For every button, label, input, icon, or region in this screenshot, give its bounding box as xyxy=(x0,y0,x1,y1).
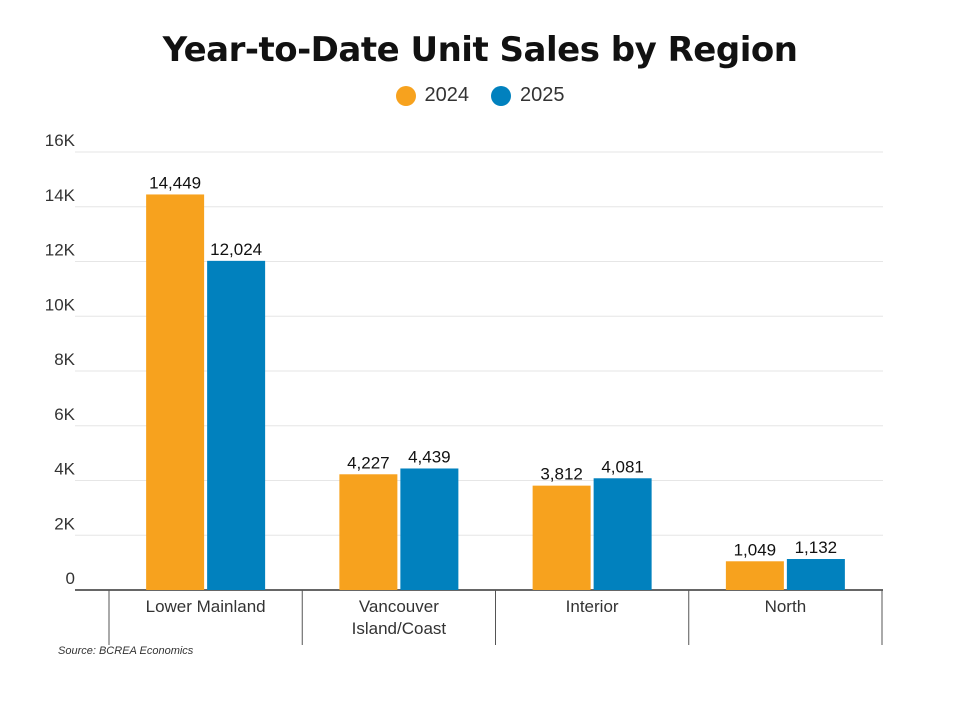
data-label: 4,081 xyxy=(601,457,644,476)
data-label: 1,132 xyxy=(795,538,838,557)
data-label: 1,049 xyxy=(734,540,777,559)
y-tick-label: 12K xyxy=(45,241,76,260)
y-tick-label: 4K xyxy=(54,460,75,479)
data-label: 3,812 xyxy=(540,465,583,484)
bar-2025 xyxy=(207,260,266,590)
x-tick-label: Island/Coast xyxy=(352,619,447,638)
legend: 2024 2025 xyxy=(0,84,960,107)
y-tick-label: 10K xyxy=(45,295,76,314)
data-label: 4,227 xyxy=(347,453,390,472)
legend-label-2025: 2025 xyxy=(520,84,565,106)
bar-2025 xyxy=(786,559,845,590)
legend-item-2024[interactable]: 2024 xyxy=(395,84,470,107)
legend-label-2024: 2024 xyxy=(424,84,470,106)
x-tick-label: Interior xyxy=(566,597,619,616)
source-note: Source: BCREA Economics xyxy=(58,645,194,657)
data-label: 4,439 xyxy=(408,447,451,466)
legend-item-2025[interactable]: 2025 xyxy=(491,84,565,107)
chart-title: Year-to-Date Unit Sales by Region xyxy=(162,30,798,70)
bar-2024 xyxy=(725,561,784,590)
bar-2024 xyxy=(146,194,205,590)
x-tick-label: Lower Mainland xyxy=(146,597,266,616)
legend-swatch-2025 xyxy=(491,85,511,106)
x-tick-label: Vancouver xyxy=(359,597,439,616)
x-tick-label: North xyxy=(765,597,807,616)
bar-2024 xyxy=(532,485,591,590)
bar-2025 xyxy=(593,478,652,590)
bar-2024 xyxy=(339,474,398,590)
y-tick-label: 8K xyxy=(54,350,75,369)
y-tick-label: 16K xyxy=(45,131,76,150)
data-label: 12,024 xyxy=(210,240,262,259)
y-tick-label: 0 xyxy=(66,569,75,588)
data-label: 14,449 xyxy=(149,173,201,192)
y-tick-label: 14K xyxy=(45,186,76,205)
bar-2025 xyxy=(400,468,459,590)
y-tick-label: 6K xyxy=(54,405,75,424)
y-tick-label: 2K xyxy=(54,514,75,533)
legend-swatch-2024 xyxy=(395,85,416,106)
